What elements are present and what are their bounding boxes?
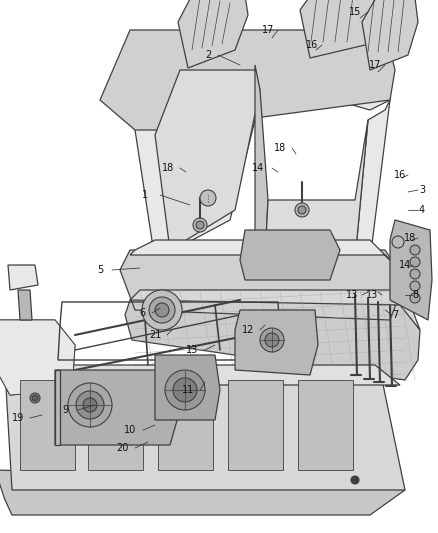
Polygon shape	[120, 250, 405, 320]
Text: 13: 13	[346, 290, 358, 300]
Text: 19: 19	[12, 413, 24, 423]
Text: 10: 10	[124, 425, 136, 435]
Circle shape	[410, 293, 420, 303]
Polygon shape	[155, 70, 260, 250]
Polygon shape	[130, 240, 390, 260]
Text: 12: 12	[242, 325, 254, 335]
Circle shape	[193, 218, 207, 232]
Circle shape	[410, 281, 420, 291]
Text: 3: 3	[419, 185, 425, 195]
Text: 13: 13	[366, 290, 378, 300]
Polygon shape	[8, 265, 38, 290]
Circle shape	[295, 203, 309, 217]
Polygon shape	[88, 380, 143, 470]
Circle shape	[196, 221, 204, 229]
Polygon shape	[18, 290, 32, 320]
Text: 2: 2	[205, 50, 211, 60]
Circle shape	[76, 391, 104, 419]
Circle shape	[32, 395, 38, 401]
Circle shape	[155, 303, 169, 317]
Text: 16: 16	[306, 40, 318, 50]
Polygon shape	[155, 355, 220, 420]
Polygon shape	[20, 380, 75, 470]
Polygon shape	[255, 60, 390, 110]
Polygon shape	[55, 370, 180, 445]
Polygon shape	[158, 380, 213, 470]
Circle shape	[410, 257, 420, 267]
Polygon shape	[362, 0, 418, 70]
Polygon shape	[355, 100, 390, 260]
Polygon shape	[0, 470, 405, 515]
Circle shape	[68, 383, 112, 427]
Text: 4: 4	[419, 205, 425, 215]
Text: 11: 11	[182, 385, 194, 395]
Polygon shape	[255, 65, 268, 260]
Text: 16: 16	[394, 170, 406, 180]
Circle shape	[200, 190, 216, 206]
Polygon shape	[100, 30, 395, 130]
Text: 20: 20	[116, 443, 128, 453]
Circle shape	[173, 378, 197, 402]
Circle shape	[30, 393, 40, 403]
Circle shape	[142, 290, 182, 330]
Text: 17: 17	[369, 60, 381, 70]
Polygon shape	[390, 220, 432, 320]
Text: 18: 18	[404, 233, 416, 243]
Circle shape	[165, 370, 205, 410]
Polygon shape	[0, 320, 75, 395]
Text: 8: 8	[412, 290, 418, 300]
Circle shape	[265, 333, 279, 347]
Text: 7: 7	[392, 310, 398, 320]
Text: 15: 15	[349, 7, 361, 17]
Text: 5: 5	[97, 265, 103, 275]
Text: 18: 18	[162, 163, 174, 173]
Text: 13: 13	[186, 345, 198, 355]
Polygon shape	[0, 320, 75, 395]
Polygon shape	[135, 60, 265, 260]
Polygon shape	[178, 0, 248, 68]
Text: 14: 14	[399, 260, 411, 270]
Polygon shape	[300, 0, 380, 58]
Polygon shape	[298, 380, 353, 470]
Text: 1: 1	[142, 190, 148, 200]
Text: 18: 18	[274, 143, 286, 153]
Polygon shape	[5, 370, 405, 490]
Polygon shape	[235, 310, 318, 375]
Circle shape	[260, 328, 284, 352]
Circle shape	[410, 245, 420, 255]
Polygon shape	[228, 380, 283, 470]
Circle shape	[298, 206, 306, 214]
Circle shape	[392, 236, 404, 248]
Polygon shape	[125, 300, 420, 380]
Circle shape	[149, 297, 175, 323]
Circle shape	[83, 398, 97, 412]
Polygon shape	[265, 120, 368, 260]
Circle shape	[351, 476, 359, 484]
Polygon shape	[8, 365, 400, 385]
Circle shape	[410, 269, 420, 279]
Polygon shape	[130, 290, 420, 330]
Polygon shape	[240, 230, 340, 280]
Text: 17: 17	[262, 25, 274, 35]
Text: 6: 6	[139, 308, 145, 318]
Text: 21: 21	[149, 330, 161, 340]
Polygon shape	[55, 370, 60, 445]
Text: 14: 14	[252, 163, 264, 173]
Text: 9: 9	[62, 405, 68, 415]
